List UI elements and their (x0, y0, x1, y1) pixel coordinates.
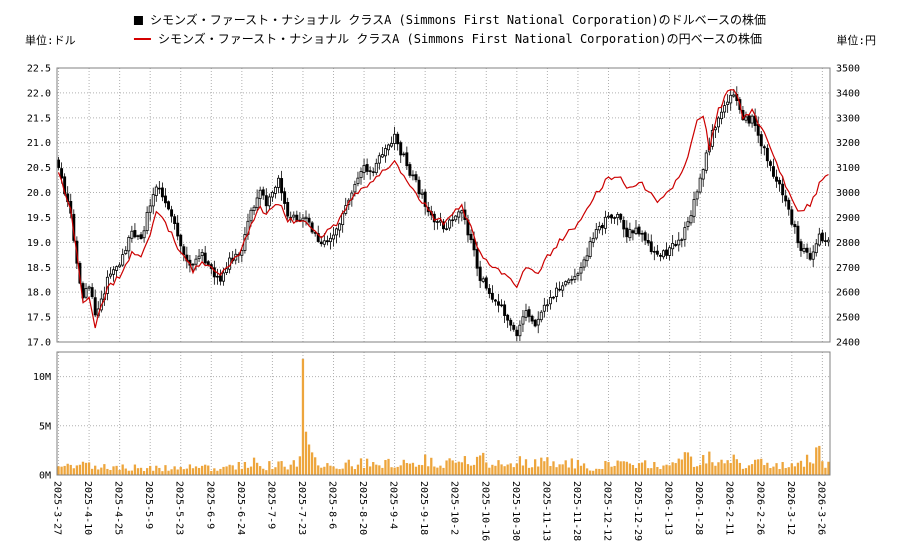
price-right-tick-label: 2800 (836, 238, 860, 249)
legend-item-jpy: シモンズ・ファースト・ナショナル クラスA (Simmons First Nat… (133, 31, 766, 47)
price-right-tick-label: 3300 (836, 113, 860, 124)
date-tick-label: 2026-3-12 (785, 481, 796, 535)
date-tick-label: 2026-3-26 (815, 481, 826, 535)
date-tick-label: 2026-1-13 (663, 481, 674, 535)
date-tick-label: 2025-10-16 (479, 481, 490, 541)
price-left-tick-label: 20.0 (27, 188, 51, 199)
date-tick-label: 2026-2-26 (754, 481, 765, 535)
price-right-tick-label: 2500 (836, 313, 860, 324)
right-axis-unit-label: 単位:円 (836, 34, 876, 47)
price-left-tick-label: 17.5 (27, 313, 51, 324)
date-tick-label: 2025-3-27 (52, 481, 63, 535)
jpy-price-line (57, 89, 829, 329)
date-tick-label: 2025-5-23 (174, 481, 185, 535)
price-left-tick-label: 18.5 (27, 263, 51, 274)
date-tick-label: 2025-4-10 (82, 481, 93, 535)
legend: シモンズ・ファースト・ナショナル クラスA (Simmons First Nat… (133, 12, 767, 47)
volume-tick-label: 0M (39, 471, 51, 482)
price-right-tick-label: 3400 (836, 88, 860, 99)
date-tick-label: 2025-5-9 (143, 481, 154, 529)
volume-bars (57, 358, 830, 475)
plot-borders (56, 67, 831, 476)
price-right-tick-label: 2700 (836, 263, 860, 274)
price-right-tick-label: 2900 (836, 213, 860, 224)
price-left-tick-label: 22.0 (27, 88, 51, 99)
date-tick-label: 2025-6-24 (235, 481, 246, 535)
price-left-tick-label: 17.0 (27, 338, 51, 349)
date-tick-label: 2025-7-9 (265, 481, 276, 529)
date-tick-label: 2025-9-4 (388, 481, 399, 529)
date-tick-label: 2025-9-18 (418, 481, 429, 535)
date-tick-label: 2025-11-28 (571, 481, 582, 541)
price-right-tick-label: 2600 (836, 288, 860, 299)
axis-tick-labels: 22.5 22.0 21.5 21.0 20.5 20.0 19.5 19.0 18.5 18.0… (27, 64, 860, 542)
price-left-tick-label: 21.5 (27, 113, 51, 124)
price-left-tick-label: 20.5 (27, 163, 51, 174)
date-tick-label: 2025-10-30 (510, 481, 521, 541)
price-right-tick-label: 2400 (836, 338, 860, 349)
price-left-tick-label: 19.5 (27, 213, 51, 224)
date-tick-label: 2025-8-20 (357, 481, 368, 535)
date-tick-label: 2025-8-6 (327, 481, 338, 529)
date-tick-label: 2025-10-2 (449, 481, 460, 535)
date-tick-label: 2026-1-28 (693, 481, 704, 535)
price-right-tick-label: 3200 (836, 138, 860, 149)
left-axis-unit-label: 単位:ドル (25, 34, 76, 47)
price-left-tick-label: 22.5 (27, 64, 51, 75)
price-right-tick-label: 3100 (836, 163, 860, 174)
date-tick-label: 2025-4-25 (113, 481, 124, 535)
jpy-series-line-icon (133, 38, 151, 40)
date-tick-label: 2025-12-29 (632, 481, 643, 541)
volume-tick-label: 10M (33, 372, 51, 383)
candlesticks (57, 86, 830, 341)
date-tick-label: 2025-6-9 (204, 481, 215, 529)
date-tick-label: 2026-2-11 (724, 481, 735, 535)
price-left-tick-label: 19.0 (27, 238, 51, 249)
legend-item-usd: シモンズ・ファースト・ナショナル クラスA (Simmons First Nat… (133, 12, 767, 28)
usd-series-square-icon (133, 15, 143, 25)
usd-series-label: シモンズ・ファースト・ナショナル クラスA (Simmons First Nat… (149, 13, 767, 27)
price-right-tick-label: 3500 (836, 64, 860, 75)
price-left-tick-label: 18.0 (27, 288, 51, 299)
price-right-tick-label: 3000 (836, 188, 860, 199)
jpy-series-label: シモンズ・ファースト・ナショナル クラスA (Simmons First Nat… (157, 32, 763, 46)
gridlines (57, 68, 830, 475)
date-tick-label: 2025-7-23 (296, 481, 307, 535)
date-tick-label: 2025-12-12 (602, 481, 613, 541)
volume-tick-label: 5M (39, 421, 51, 432)
price-left-tick-label: 21.0 (27, 138, 51, 149)
date-tick-label: 2025-11-13 (540, 481, 551, 541)
